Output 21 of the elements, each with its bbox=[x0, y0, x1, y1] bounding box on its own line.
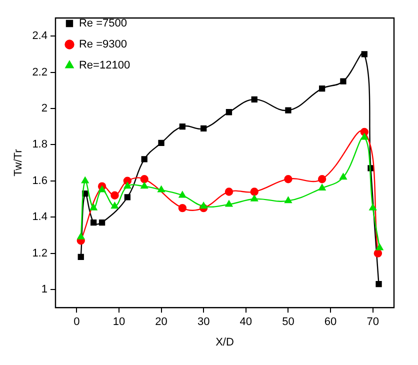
x-tick-label: 30 bbox=[197, 316, 210, 328]
x-tick-label: 40 bbox=[240, 316, 252, 328]
y-tick-label: 1.4 bbox=[32, 211, 48, 224]
x-tick-label: 60 bbox=[324, 316, 337, 328]
legend-label: Re =7500 bbox=[78, 18, 128, 30]
y-tick-label: 2.4 bbox=[32, 30, 48, 42]
y-tick-label: 1.2 bbox=[32, 247, 48, 260]
x-tick-label: 10 bbox=[112, 316, 126, 328]
y-tick-label: 1.6 bbox=[32, 174, 48, 187]
y-tick-label: 1.8 bbox=[32, 138, 48, 151]
x-tick-label: 20 bbox=[155, 316, 168, 328]
x-tick-label: 70 bbox=[366, 316, 379, 328]
y-tick-label: 1 bbox=[41, 284, 48, 296]
y-axis-title: Tw/Tr bbox=[12, 148, 25, 176]
x-tick-label: 0 bbox=[74, 316, 80, 328]
x-tick-label: 50 bbox=[282, 316, 294, 328]
legend-label: Re =9300 bbox=[78, 38, 128, 51]
legend-label: Re=12100 bbox=[78, 60, 130, 72]
y-tick-label: 2.2 bbox=[32, 66, 48, 78]
y-tick-label: 2 bbox=[41, 102, 48, 115]
x-axis-title: X/D bbox=[216, 336, 234, 348]
